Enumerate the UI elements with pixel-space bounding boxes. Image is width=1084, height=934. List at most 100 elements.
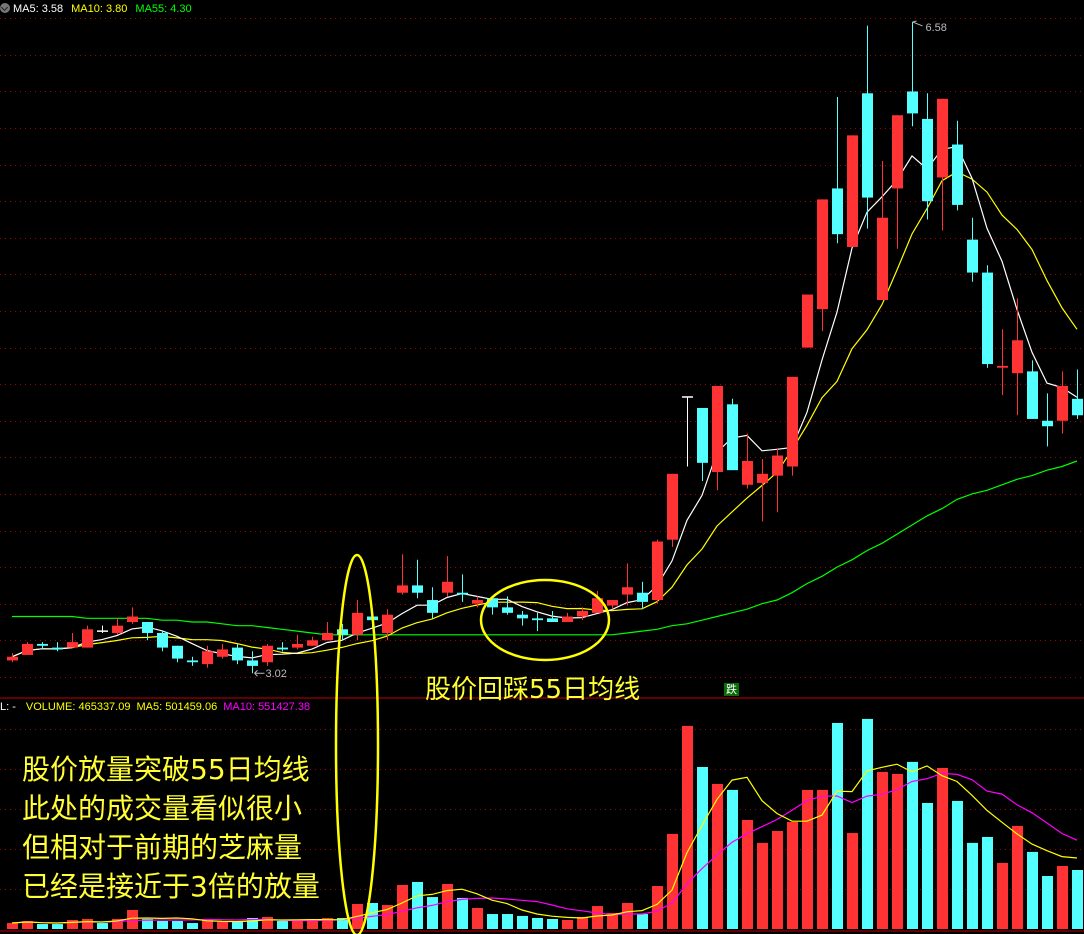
candle: [532, 612, 543, 632]
volume-ma5-value: MA5: 501459.06: [136, 701, 218, 713]
volume-bar: [52, 924, 63, 929]
candle: [817, 199, 828, 332]
volume-bar: [337, 917, 348, 929]
candle: [352, 600, 363, 641]
candle: [7, 653, 18, 663]
volume-bar: [667, 833, 678, 929]
volume-bar: [1042, 876, 1053, 929]
candle: [607, 600, 618, 610]
candle-body: [982, 272, 993, 365]
candle-body: [802, 294, 813, 348]
collapse-icon[interactable]: [0, 3, 10, 13]
volume-bar: [697, 766, 708, 929]
ma55-value: MA55: 4.30: [135, 3, 192, 15]
volume-indicator-header: L: - VOLUME: 465337.09 MA5: 501459.06 MA10:…: [0, 700, 318, 714]
candle-body: [157, 632, 168, 648]
volume-bar: [22, 921, 33, 929]
candle: [952, 120, 963, 211]
candle-body: [232, 647, 243, 661]
candle-body: [757, 473, 768, 483]
candle: [37, 642, 48, 650]
candle-body: [742, 461, 753, 485]
volume-bar: [547, 918, 558, 929]
volume-bar: [997, 862, 1008, 929]
candle: [187, 656, 198, 666]
candle: [307, 636, 318, 646]
volume-bar: [577, 916, 588, 929]
volume-ma-lines: [11, 763, 1078, 924]
candle-body: [892, 115, 903, 189]
candle: [337, 623, 348, 641]
volume-bar: [232, 922, 243, 929]
volume-bar: [442, 883, 453, 929]
candle-body: [592, 598, 603, 613]
candle: [412, 559, 423, 599]
candle: [487, 598, 498, 615]
volume-bar: [187, 923, 198, 929]
volume-bar: [217, 922, 228, 929]
volume-bar: [772, 830, 783, 929]
volume-bar: [727, 789, 738, 929]
candle-body: [622, 587, 633, 595]
candle: [682, 396, 693, 467]
candle: [937, 98, 948, 231]
volume-bar: [397, 885, 408, 929]
volume-bar: [982, 836, 993, 929]
volume-bar: [922, 802, 933, 929]
candle: [322, 621, 333, 641]
volume-bar: [1027, 851, 1038, 929]
candle-body: [847, 135, 858, 247]
candle-body: [712, 386, 723, 472]
candle: [847, 135, 858, 247]
candle: [577, 607, 588, 621]
candle: [997, 329, 1008, 396]
candle-body: [1057, 386, 1068, 421]
candle: [1057, 371, 1068, 434]
pullback-highlight-ellipse: [479, 578, 611, 662]
candle-body: [787, 376, 798, 467]
candle-body: [217, 649, 228, 657]
candle-body: [652, 541, 663, 601]
candle: [382, 609, 393, 641]
candle-body: [82, 629, 93, 648]
volume-bar: [322, 917, 333, 929]
volume-bar: [7, 923, 18, 929]
volume-bars: [7, 718, 1083, 929]
candle-body: [142, 621, 153, 633]
volume-bar: [277, 921, 288, 929]
candle-body: [307, 640, 318, 646]
candle: [442, 556, 453, 597]
candle: [742, 433, 753, 489]
high-price-label: 6.58: [926, 22, 947, 34]
candle: [22, 642, 33, 655]
candle-body: [172, 645, 183, 659]
candle-body: [412, 585, 423, 593]
candle-body: [382, 614, 393, 633]
candle: [892, 115, 903, 249]
volume-bar: [682, 725, 693, 929]
volume-bar: [292, 921, 303, 929]
volume-bar: [127, 909, 138, 929]
candle-body: [322, 632, 333, 641]
candle: [247, 651, 258, 674]
candle: [877, 160, 888, 301]
candle-body: [1027, 371, 1038, 419]
candle: [547, 611, 558, 622]
candle: [907, 21, 918, 127]
candle: [727, 398, 738, 471]
candle-body: [832, 188, 843, 235]
candle: [112, 618, 123, 635]
volume-bar: [382, 905, 393, 929]
candle-body: [907, 91, 918, 114]
candle: [592, 590, 603, 613]
candle-body: [1042, 420, 1053, 427]
candle-body: [442, 581, 453, 593]
candle: [202, 645, 213, 668]
candle-body: [817, 199, 828, 310]
candle-body: [1012, 340, 1023, 374]
fall-badge: 跌: [724, 683, 739, 696]
candle-body: [772, 455, 783, 476]
candle-body: [877, 217, 888, 301]
volume-bar: [157, 921, 168, 929]
